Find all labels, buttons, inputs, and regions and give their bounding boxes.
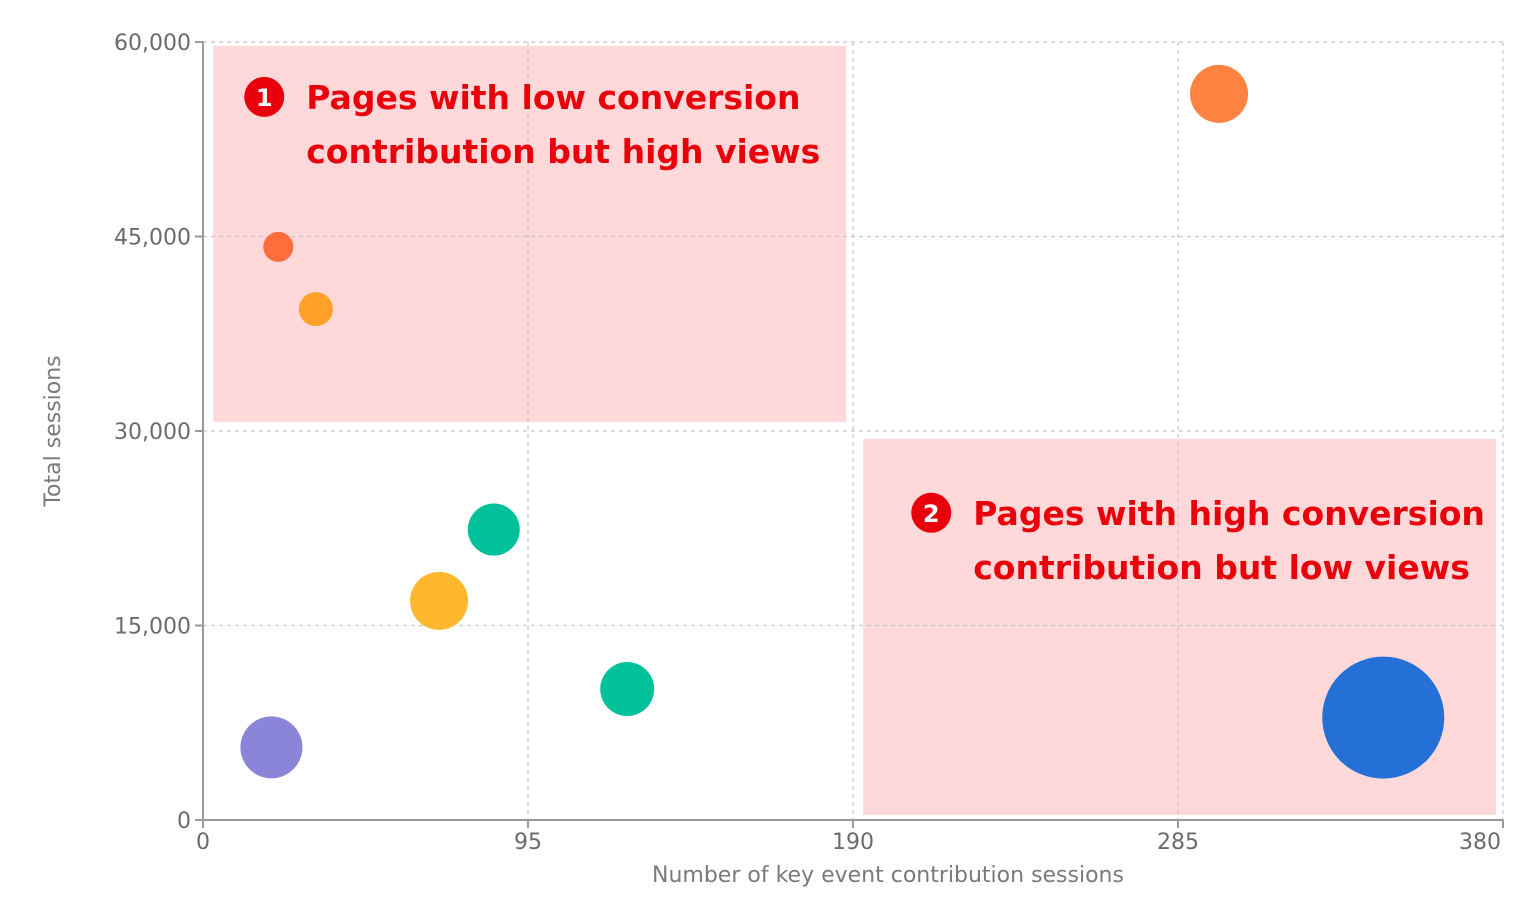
highlight-region-1 xyxy=(213,45,847,422)
x-tick-label: 95 xyxy=(514,830,542,855)
y-axis-title: Total sessions xyxy=(41,355,66,507)
bubbles xyxy=(240,64,1445,779)
region-2-badge-number: 2 xyxy=(923,500,940,528)
region-2-badge xyxy=(911,492,952,533)
y-tick-label: 0 xyxy=(177,809,191,834)
region-2-label-line-2: contribution but low views xyxy=(973,548,1470,587)
x-tick-label: 190 xyxy=(832,830,874,855)
y-tick-label: 30,000 xyxy=(114,420,191,445)
region-1-label-line-1: Pages with low conversion xyxy=(306,78,800,117)
x-tick-label: 380 xyxy=(1459,830,1501,855)
bubble-6 xyxy=(600,662,655,717)
gridlines xyxy=(203,41,1504,820)
annotations: 1 Pages with low conversion contribution b… xyxy=(244,76,1485,587)
y-tick-label: 60,000 xyxy=(114,31,191,56)
regions-layer xyxy=(213,45,1497,815)
x-tick-label: 0 xyxy=(196,830,210,855)
x-tick-label: 285 xyxy=(1157,830,1199,855)
region-1-badge xyxy=(244,76,285,117)
bubble-5 xyxy=(410,571,469,630)
region-2-label-line-1: Pages with high conversion xyxy=(973,494,1485,533)
bubble-2 xyxy=(263,231,294,262)
bubble-8 xyxy=(1322,656,1445,779)
x-axis-title: Number of key event contribution session… xyxy=(652,863,1124,888)
tick-labels: 0 15,000 30,000 45,000 60,000 0 95 190 285 380 xyxy=(114,31,1501,855)
bubble-7 xyxy=(240,716,303,779)
bubble-4 xyxy=(467,503,520,556)
bubble-1 xyxy=(1190,64,1249,123)
y-tick-label: 45,000 xyxy=(114,226,191,251)
bubble-3 xyxy=(298,292,333,327)
region-1-badge-number: 1 xyxy=(256,84,273,112)
axes xyxy=(195,41,1504,828)
region-1-label-line-2: contribution but high views xyxy=(306,132,820,171)
y-tick-label: 15,000 xyxy=(114,615,191,640)
